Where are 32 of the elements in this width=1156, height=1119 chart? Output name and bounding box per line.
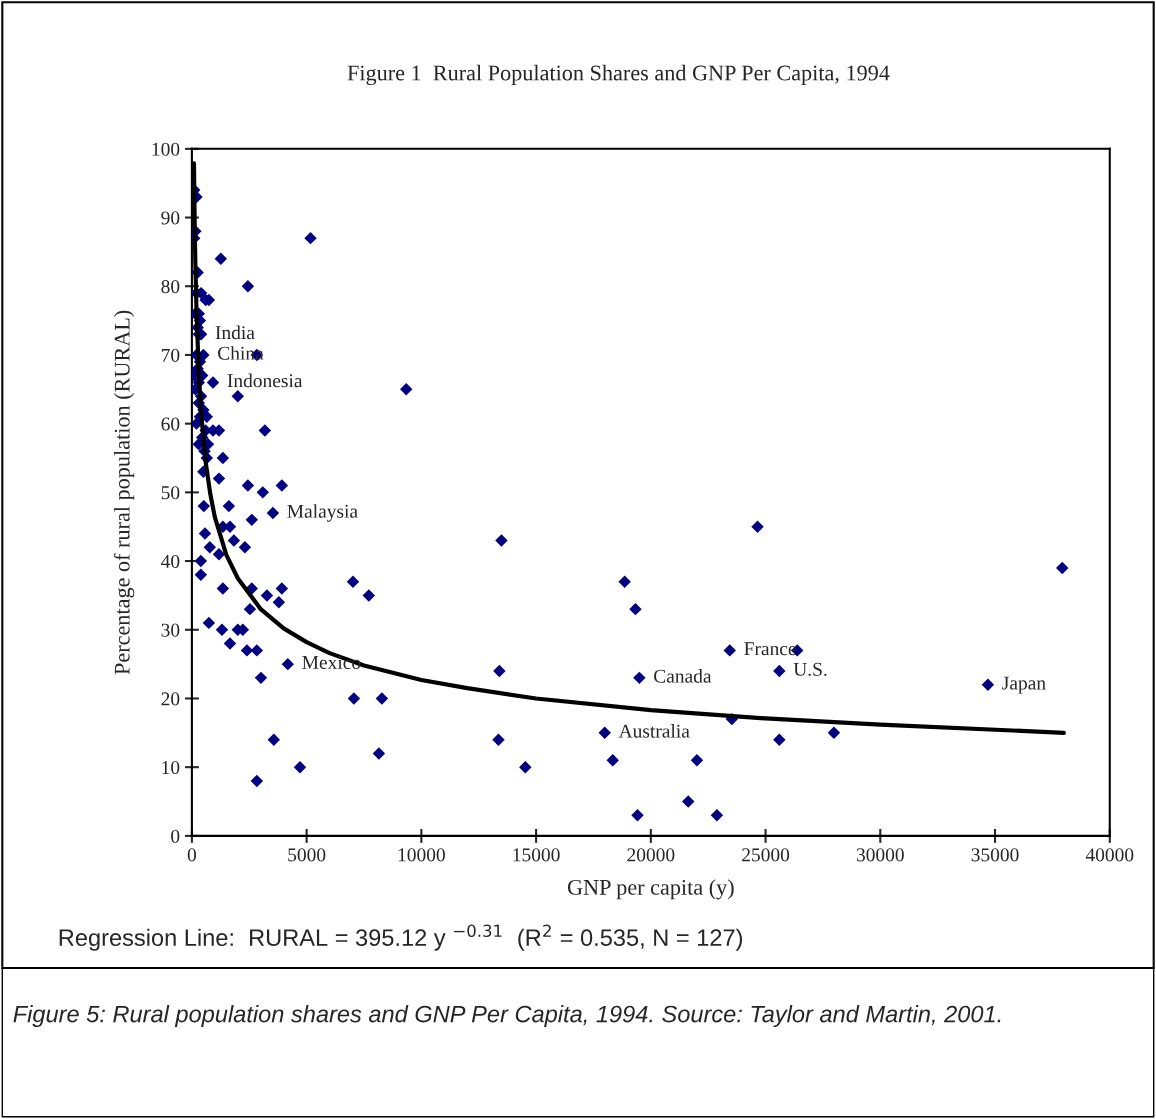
y-tick-label: 10 <box>162 761 180 775</box>
x-tick-label: 20000 <box>627 848 675 862</box>
annotation: Malaysia <box>287 504 358 522</box>
y-tick-label: 80 <box>161 280 180 294</box>
y-tick-label: 100 <box>152 142 180 156</box>
caption: Figure 5: Rural population shares and GNP Per Capita, 1994. Source: Taylor and Martin, 2001. <box>13 1005 1001 1028</box>
y-tick-label: 20 <box>161 692 180 706</box>
y-tick-label: 30 <box>161 623 180 637</box>
y-axis-title: Percentage of rural population (RURAL) <box>113 310 135 675</box>
annotation: Indonesia <box>227 373 303 388</box>
chart-title: Figure 1 Rural Population Shares and GNP Per Capita, 1994 <box>347 64 890 86</box>
x-tick-label: 10000 <box>398 848 445 862</box>
y-tick-label: 70 <box>161 348 180 362</box>
y-tick-label: 50 <box>161 486 180 500</box>
text: Regression Line: RURAL = 395.12 y $^{−0.31}$ (R$^{2}$ = 0.535, N = 127) <box>59 924 742 951</box>
x-tick-label: 0 <box>187 848 197 862</box>
y-tick-label: 60 <box>161 417 180 431</box>
x-tick-label: 15000 <box>513 848 560 862</box>
y-tick-label: 40 <box>161 554 180 568</box>
y-tick-label: 0 <box>171 829 180 843</box>
x-tick-label: 30000 <box>856 848 904 862</box>
x-tick-label: 25000 <box>742 848 790 862</box>
annotation: U.S. <box>793 662 827 676</box>
x-tick-label: 40000 <box>1085 848 1134 862</box>
annotation: India <box>215 325 255 340</box>
x-tick-label: 5000 <box>288 848 326 862</box>
annotation: Australia <box>618 724 690 738</box>
y-tick-label: 90 <box>161 211 180 225</box>
x-tick-label: 35000 <box>971 848 1019 862</box>
annotation: Canada <box>654 669 712 683</box>
annotation: Japan <box>1002 676 1046 694</box>
x-axis-title: GNP per capita (y) <box>567 879 734 900</box>
